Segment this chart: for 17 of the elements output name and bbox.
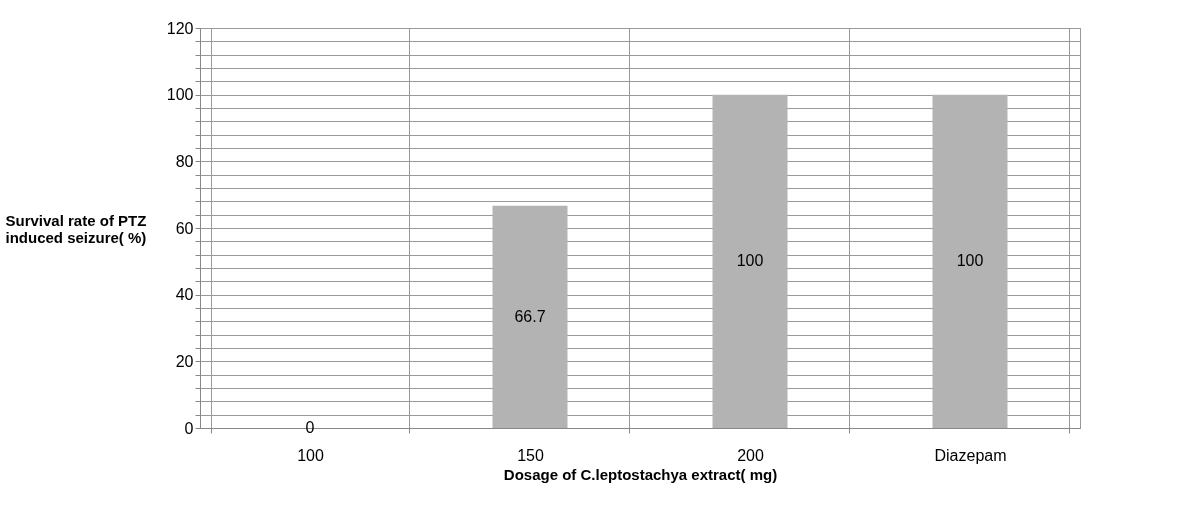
y-axis-title: Survival rate of PTZ induced seizure( %)	[5, 211, 147, 246]
y-tick-label: 40	[175, 286, 194, 304]
y-tick-label: 60	[175, 219, 194, 237]
x-tick-label: 150	[517, 446, 544, 464]
data-label: 100	[736, 252, 764, 270]
x-axis-title: Dosage of C.leptostachya extract( mg)	[503, 465, 778, 483]
data-label: 0	[305, 419, 315, 436]
data-label: 66.7	[514, 307, 546, 325]
y-tick-label: 100	[166, 86, 194, 104]
y-tick-label: 20	[175, 352, 194, 370]
x-tick-label: Diazepam	[934, 446, 1007, 464]
y-tick-label: 0	[184, 419, 194, 437]
y-tick-label: 120	[166, 19, 194, 37]
y-tick-label: 80	[175, 152, 194, 170]
data-label: 100	[956, 252, 984, 270]
x-tick-label: 100	[297, 446, 324, 464]
x-tick-label: 200	[737, 446, 764, 464]
